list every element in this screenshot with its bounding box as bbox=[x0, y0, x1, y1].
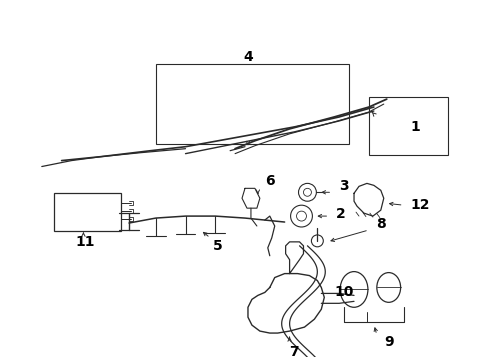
Text: 4: 4 bbox=[243, 50, 252, 64]
Text: 3: 3 bbox=[339, 179, 348, 193]
Bar bbox=[54, 193, 121, 231]
Bar bbox=[368, 97, 447, 155]
Text: 8: 8 bbox=[375, 217, 385, 231]
Text: 9: 9 bbox=[383, 335, 393, 349]
Bar bbox=[156, 64, 348, 144]
Text: 2: 2 bbox=[336, 207, 346, 221]
Text: 10: 10 bbox=[334, 285, 353, 300]
Text: 12: 12 bbox=[410, 198, 429, 212]
Text: 7: 7 bbox=[288, 345, 298, 359]
Text: 11: 11 bbox=[76, 235, 95, 249]
Text: 1: 1 bbox=[410, 120, 420, 134]
Text: 6: 6 bbox=[264, 174, 274, 188]
Text: 5: 5 bbox=[213, 239, 223, 253]
